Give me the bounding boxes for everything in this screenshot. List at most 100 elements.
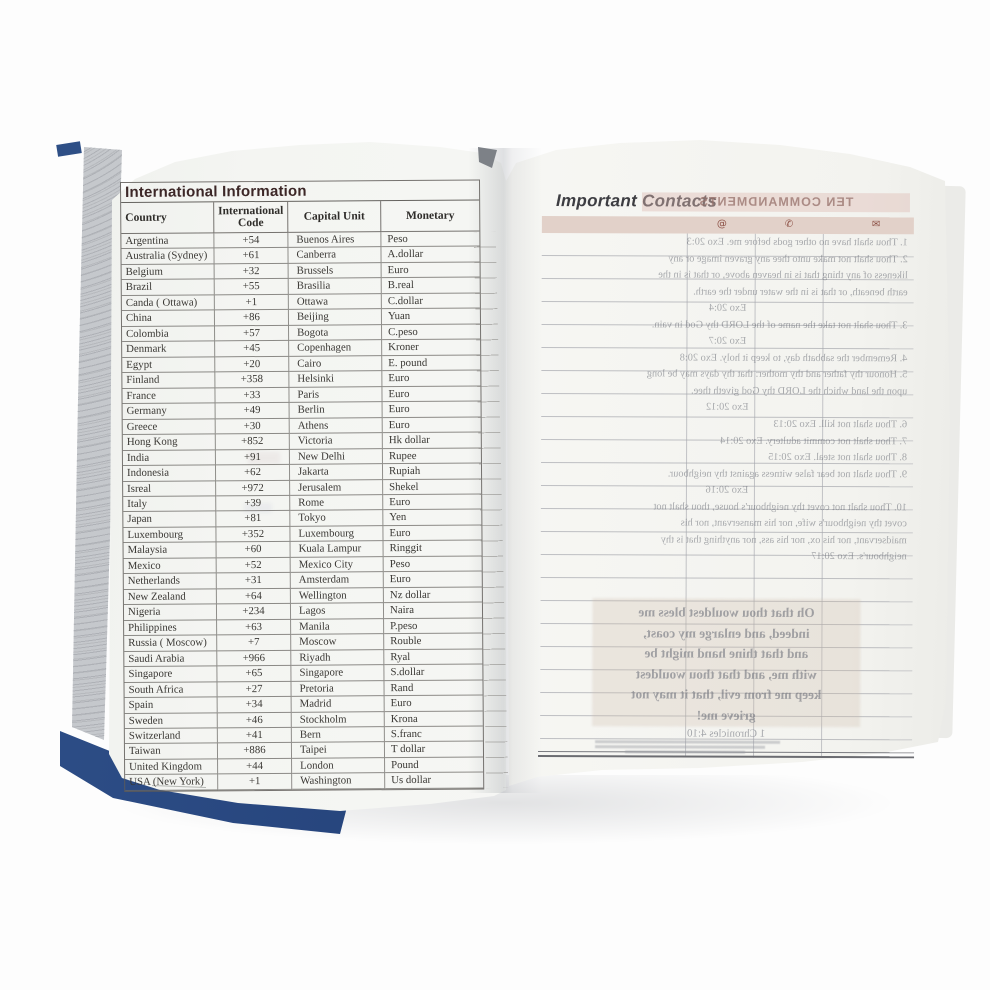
table-cell: +57 <box>215 325 290 342</box>
table-cell: Argentina <box>121 233 215 250</box>
table-cell: Luxembourg <box>290 526 384 543</box>
column-divider <box>685 233 688 758</box>
table-cell: +27 <box>217 681 292 698</box>
table-cell: +86 <box>214 310 290 327</box>
ruled-line <box>540 507 913 511</box>
column-header-code: International Code <box>214 201 289 234</box>
page-title: International Information <box>121 180 480 203</box>
table-cell: Colombia <box>122 326 216 343</box>
table-cell: Ryal <box>384 649 483 666</box>
phone-icon: ✆ <box>784 218 794 230</box>
table-cell: +30 <box>215 418 290 435</box>
table-cell: P.peso <box>384 618 483 635</box>
table-cell: Netherlands <box>123 573 217 590</box>
table-cell: China <box>121 310 216 327</box>
table-cell: Lagos <box>290 603 385 620</box>
ruled-line <box>540 622 913 626</box>
ruled-line <box>540 484 913 488</box>
table-cell: Euro <box>381 262 480 279</box>
table-cell: Rome <box>290 495 384 512</box>
table-cell: Pretoria <box>291 680 385 697</box>
table-cell: +49 <box>215 402 290 419</box>
table-row: USA (New York) +1 Washington Us dollar <box>125 772 484 791</box>
table-cell: +65 <box>217 665 292 682</box>
table-cell: New Delhi <box>289 448 383 465</box>
ruled-line <box>540 576 913 580</box>
column-header-country: Country <box>121 202 215 234</box>
ruled-line <box>540 714 913 718</box>
table-cell: +34 <box>217 696 292 713</box>
table-cell: Madrid <box>291 696 385 713</box>
table-cell: Greece <box>122 418 216 436</box>
table-cell: New Zealand <box>123 589 217 606</box>
table-cell: Copenhagen <box>289 340 383 357</box>
table-cell: Nigeria <box>123 604 218 621</box>
table-cell: Bern <box>291 727 385 744</box>
table-cell: Athens <box>289 417 383 434</box>
table-cell: Shekel <box>383 478 482 496</box>
table-cell: +7 <box>217 635 292 651</box>
table-cell: C.dollar <box>381 293 480 310</box>
table-cell: Riyadh <box>291 649 385 666</box>
table-cell: Singapore <box>124 666 218 683</box>
table-cell: +234 <box>216 604 292 621</box>
table-cell: Euro <box>382 386 481 403</box>
table-cell: +60 <box>216 542 291 559</box>
bleed-fineprint <box>625 749 746 754</box>
table-cell: +972 <box>216 480 291 497</box>
table-cell: Euro <box>382 401 481 418</box>
table-cell: Jakarta <box>289 464 384 481</box>
table-cell: +55 <box>214 279 289 296</box>
table-cell: South Africa <box>124 681 218 699</box>
ruled-line <box>540 668 913 672</box>
table-cell: Rand <box>384 680 483 697</box>
table-cell: Taipei <box>291 742 386 759</box>
bleedthrough-layer: TEN COMMANDMENTS 1. Thou shalt have no o… <box>540 190 914 771</box>
table-cell: Berlin <box>289 402 383 419</box>
table-cell: Brazil <box>121 279 215 296</box>
table-cell: Australia (Sydney) <box>121 248 215 265</box>
table-cell: Switzerland <box>124 728 218 745</box>
table-cell: Washington <box>292 773 386 790</box>
table-cell: Sweden <box>124 712 218 729</box>
table-cell: United Kingdom <box>125 759 219 776</box>
bleed-smudge <box>248 452 280 464</box>
table-cell: +52 <box>216 557 291 574</box>
table-cell: Indonesia <box>122 465 217 482</box>
at-icon: @ <box>716 218 727 230</box>
table-cell: T dollar <box>384 741 484 759</box>
table-cell: Taiwan <box>124 743 219 760</box>
table-cell: Belgium <box>121 264 215 281</box>
table-cell: Euro <box>384 695 483 712</box>
column-header-monetary: Monetary <box>381 200 480 233</box>
ruled-line <box>541 323 914 327</box>
table-cell: Malaysia <box>123 542 217 559</box>
table-cell: Finland <box>122 372 216 389</box>
table-cell: Us dollar <box>385 772 484 790</box>
table-cell: London <box>292 758 386 775</box>
table-cell: Victoria <box>289 433 383 450</box>
table-cell: Germany <box>122 403 216 420</box>
ruled-line <box>541 369 914 373</box>
table-cell: Egypt <box>122 357 216 374</box>
contacts-header-band: @ ✆ ✉ <box>541 215 914 235</box>
table-cell: B.real <box>381 277 480 295</box>
table-cell: +91 <box>215 449 290 466</box>
table-cell: +352 <box>216 526 291 543</box>
table-cell: Euro <box>383 571 482 588</box>
table-cell: Isreal <box>123 480 217 497</box>
ruled-line <box>540 553 913 557</box>
table-cell: +61 <box>214 248 289 265</box>
ruled-line <box>540 645 913 649</box>
table-cell: Helsinki <box>289 371 383 388</box>
table-cell: Buenos Aires <box>288 232 382 249</box>
table-cell: Paris <box>289 386 383 403</box>
ruled-line <box>541 277 914 281</box>
table-cell: +32 <box>214 263 289 280</box>
bleed-fineprint <box>595 740 781 744</box>
table-cell: Stockholm <box>291 711 385 728</box>
table-cell: +33 <box>215 387 290 404</box>
table-cell: +886 <box>217 743 293 760</box>
table-cell: +852 <box>215 433 290 450</box>
